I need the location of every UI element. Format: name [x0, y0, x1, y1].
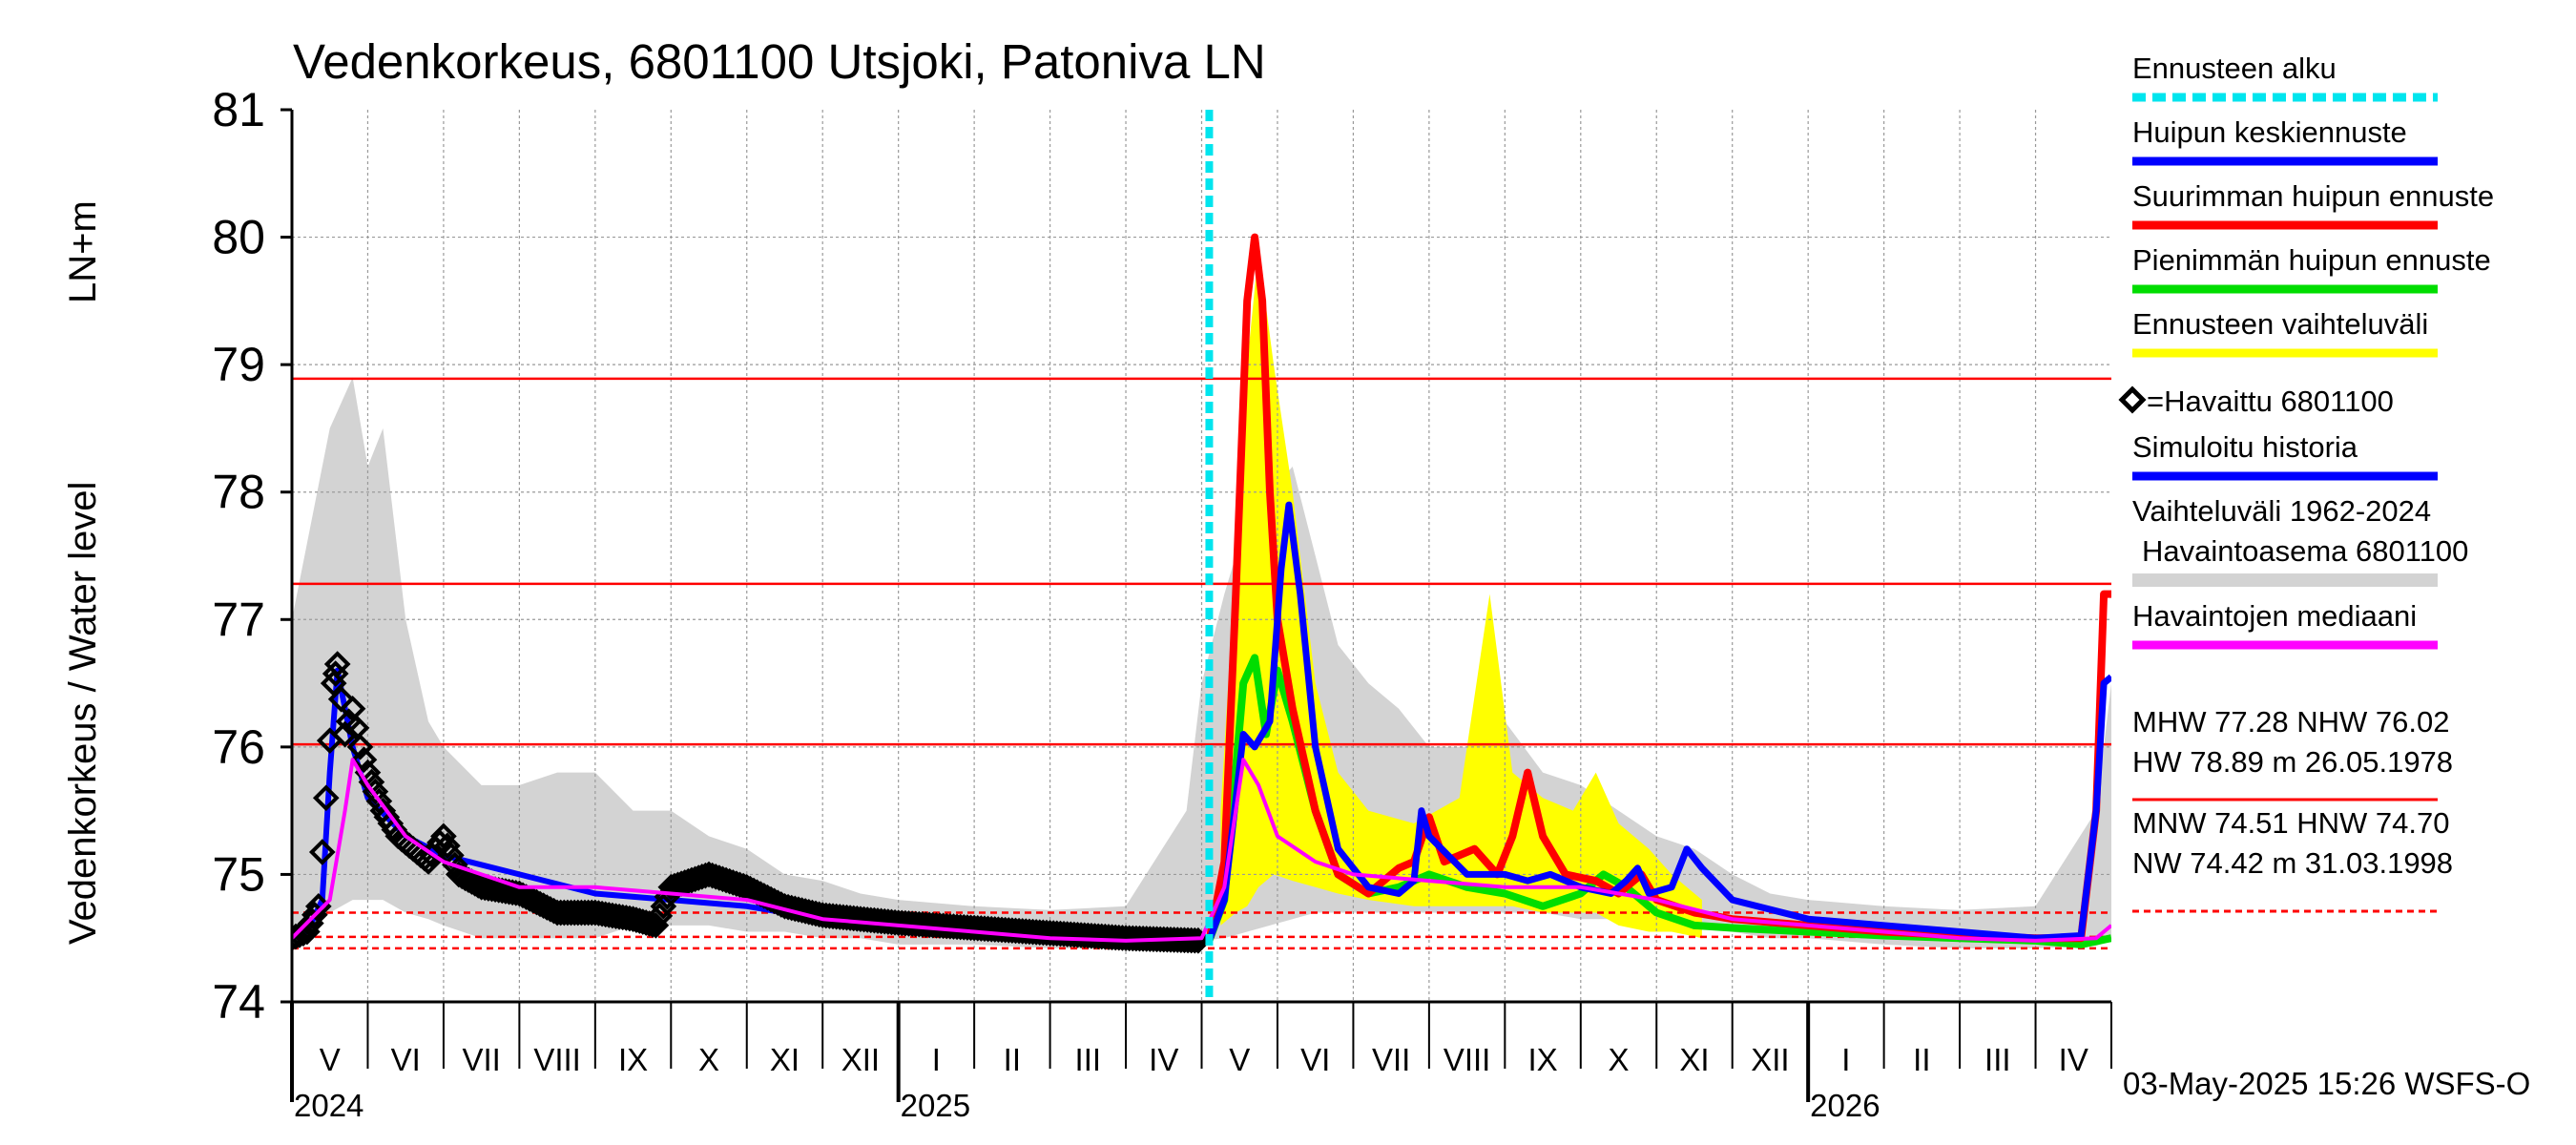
stats-line: MNW 74.51 HNW 74.70 [2132, 806, 2450, 840]
y-tick-label: 74 [212, 975, 265, 1029]
y-tick-label: 75 [212, 847, 265, 901]
legend-label-mean_peak: Huipun keskiennuste [2132, 115, 2407, 149]
month-label: I [1841, 1042, 1850, 1077]
month-label: I [932, 1042, 941, 1077]
observed-point [323, 651, 351, 677]
legend-label-forecast_start: Ennusteen alku [2132, 52, 2337, 85]
month-label: IX [618, 1042, 648, 1077]
month-label: III [1984, 1042, 2011, 1077]
y-tick-label: 81 [212, 83, 265, 136]
legend: Ennusteen alku Huipun keskiennuste Suurimm… [2118, 52, 2494, 913]
month-label: III [1075, 1042, 1102, 1077]
legend-observed-marker [2118, 385, 2147, 414]
observed-point [308, 839, 336, 865]
legend-label-min_peak: Pienimmän huipun ennuste [2132, 243, 2491, 277]
y-tick-label: 77 [212, 593, 265, 646]
forecast-range-band [1220, 249, 1702, 939]
month-label: X [698, 1042, 719, 1077]
legend-label-simulated: Simuloitu historia [2132, 430, 2358, 464]
month-label: V [1229, 1042, 1250, 1077]
observed-point [312, 784, 340, 812]
observed-point [430, 822, 457, 850]
y-axis-label: Vedenkorkeus / Water level LN+m [62, 200, 104, 945]
footer-timestamp: 03-May-2025 15:26 WSFS-O [2123, 1066, 2530, 1101]
observed-point [350, 746, 378, 774]
legend-label-max_peak: Suurimman huipun ennuste [2132, 179, 2494, 213]
mean-peak-forecast-line [1206, 501, 2111, 943]
year-label: 2025 [901, 1088, 970, 1123]
y-tick-label: 79 [212, 338, 265, 391]
legend-label-median: Havaintojen mediaani [2132, 599, 2417, 633]
year-label: 2026 [1810, 1088, 1880, 1123]
observed-point [292, 923, 309, 950]
chart-title: Vedenkorkeus, 6801100 Utsjoki, Patoniva … [293, 34, 1266, 89]
observed-point [434, 832, 461, 860]
plot-area [292, 110, 2111, 1002]
month-label: IX [1527, 1042, 1557, 1077]
plot-content [292, 110, 2111, 1002]
month-label: IV [2059, 1042, 2088, 1077]
month-label: VI [1300, 1042, 1330, 1077]
y-tick-label: 76 [212, 720, 265, 774]
month-label: XI [770, 1042, 800, 1077]
month-label: VIII [1444, 1042, 1491, 1077]
month-label: II [1004, 1042, 1021, 1077]
legend-label-observed: =Havaittu 6801100 [2147, 385, 2394, 418]
month-label: XII [841, 1042, 880, 1077]
observed-point [426, 829, 453, 856]
observed-point [346, 734, 374, 760]
year-label: 2024 [294, 1088, 364, 1123]
month-label: IV [1149, 1042, 1178, 1077]
month-label: VI [391, 1042, 421, 1077]
month-label: VIII [533, 1042, 581, 1077]
month-label: VII [462, 1042, 500, 1077]
legend-label2-hist_range: Havaintoasema 6801100 [2142, 534, 2468, 568]
month-label: V [320, 1042, 341, 1077]
legend-label-hist_range: Vaihteluväli 1962-2024 [2132, 494, 2431, 528]
median-line [292, 758, 2111, 943]
stats-line: HW 78.89 m 26.05.1978 [2132, 745, 2453, 779]
month-label: XII [1751, 1042, 1789, 1077]
legend-label-range: Ennusteen vaihteluväli [2132, 307, 2428, 341]
stats-line: NW 74.42 m 31.03.1998 [2132, 846, 2453, 880]
y-axis-label-main: Vedenkorkeus / Water level [62, 482, 104, 945]
y-tick-label: 78 [212, 466, 265, 519]
month-label: VII [1372, 1042, 1410, 1077]
month-label: X [1609, 1042, 1630, 1077]
observed-series [292, 651, 1212, 954]
stats-line: MHW 77.28 NHW 76.02 [2132, 705, 2450, 739]
month-label: XI [1679, 1042, 1709, 1077]
y-tick-label: 80 [212, 211, 265, 264]
y-axis-label-unit: LN+m [62, 200, 104, 303]
month-label: II [1913, 1042, 1930, 1077]
